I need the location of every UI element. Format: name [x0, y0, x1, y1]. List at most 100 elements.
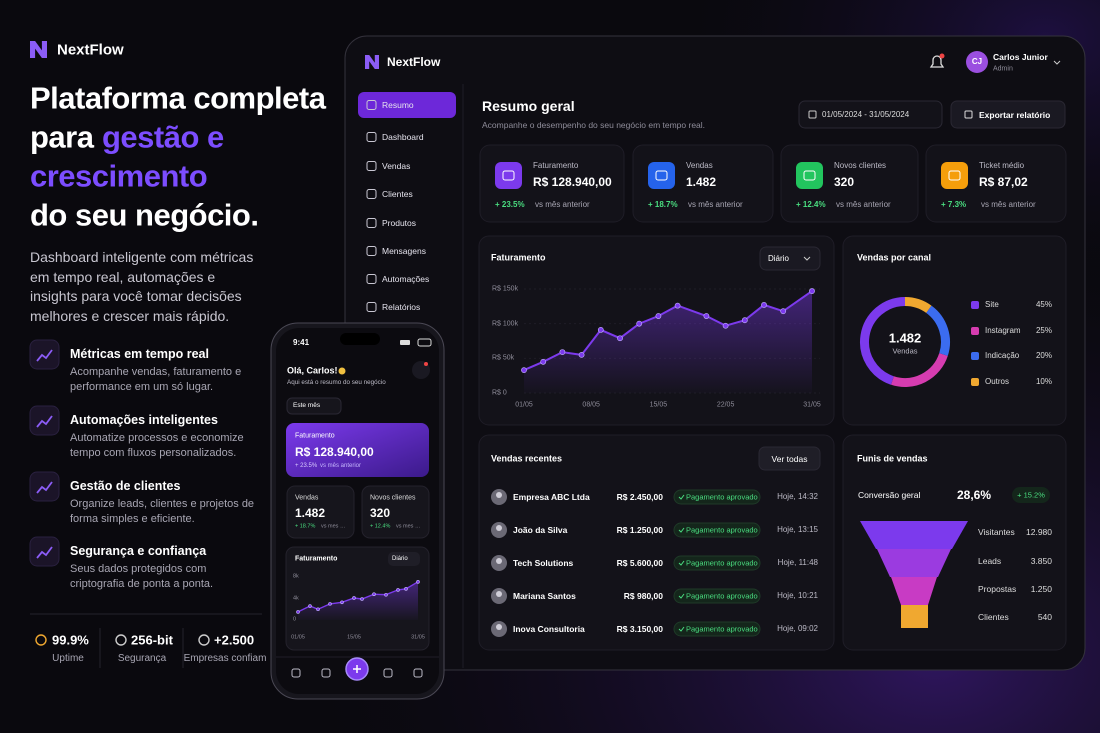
point — [396, 588, 400, 592]
funnel-stage: Clientes — [978, 611, 1009, 622]
stat-icon — [198, 634, 210, 646]
funnel-stage: Visitantes — [978, 526, 1015, 537]
card-compare: vs mês anterior — [396, 524, 422, 530]
x-tick-label: 01/05 — [515, 401, 533, 409]
card-title: Faturamento — [295, 555, 338, 563]
nav-item[interactable]: Mensagens — [382, 245, 426, 256]
customer-name: Tech Solutions — [513, 557, 574, 568]
point — [384, 592, 388, 597]
date-picker[interactable] — [798, 100, 943, 129]
nav-item[interactable]: Resumo — [382, 99, 414, 110]
feature-title: Métricas em tempo real — [70, 346, 209, 361]
period-label[interactable]: Diário — [392, 556, 408, 562]
nav-item[interactable]: Vendas — [382, 160, 411, 171]
nav-active[interactable] — [358, 92, 456, 118]
stat-label: Segurança — [117, 653, 167, 664]
point — [316, 607, 320, 612]
legend-value: 45% — [1035, 300, 1052, 309]
funnel-value: 1.250 — [1030, 583, 1052, 594]
logo-icon — [30, 41, 47, 58]
dynamic-island — [340, 333, 380, 345]
x-tick-label: 31/05 — [411, 634, 425, 641]
donut-segment — [860, 297, 906, 385]
avatar[interactable] — [966, 51, 988, 73]
point — [674, 302, 681, 309]
card-value: 320 — [370, 506, 391, 520]
nav-item[interactable]: Dashboard — [382, 131, 424, 142]
nav-icon — [366, 189, 377, 199]
period-dropdown[interactable] — [286, 397, 342, 415]
sale-date: Hoje, 13:15 — [777, 525, 818, 534]
x-tick-label: 15/05 — [649, 401, 668, 409]
area — [524, 291, 812, 393]
greeting-subtitle: Aqui está o resumo do seu negócio — [287, 378, 386, 386]
tab-icon[interactable] — [321, 668, 331, 678]
kpi-icon — [796, 162, 823, 189]
tab-icon[interactable] — [383, 668, 393, 678]
y-tick-label: R$ 100k — [492, 320, 519, 328]
customer-name: João da Silva — [513, 524, 568, 535]
nav-item[interactable]: Automações — [382, 273, 430, 284]
status-label: Pagamento aprovado — [686, 492, 758, 502]
x-tick-label: 22/05 — [716, 401, 735, 409]
point — [308, 604, 312, 608]
point — [617, 335, 623, 342]
nav-item[interactable]: Clientes — [382, 188, 413, 199]
kpi-change: + 18.7% — [648, 200, 678, 209]
status-check — [678, 593, 685, 599]
kpi-change: + 7.3% — [941, 200, 967, 209]
logo-icon — [365, 55, 380, 69]
funnel-value: 12.980 — [1026, 526, 1052, 537]
y-tick-label: 0 — [293, 616, 297, 623]
point — [809, 288, 815, 294]
donut-segment — [891, 352, 948, 387]
period-dropdown[interactable] — [388, 552, 420, 566]
nav-item[interactable]: Produtos — [382, 217, 417, 228]
funnel-tier — [877, 549, 951, 577]
feature-title: Gestão de clientes — [70, 478, 181, 493]
legend-label: Indicação — [985, 351, 1020, 360]
nav-item[interactable]: Relatórios — [382, 301, 421, 312]
nav-icon — [366, 302, 377, 312]
sale-date: Hoje, 10:21 — [777, 591, 818, 600]
customer-name: Inova Consultoria — [513, 623, 585, 634]
funnel-value: 3.850 — [1030, 555, 1052, 566]
bell-icon[interactable] — [929, 55, 945, 68]
kpi-value: R$ 128.940,00 — [533, 175, 612, 189]
status-pill — [673, 555, 761, 571]
avatar-initials: CJ — [971, 57, 983, 66]
tab-icon[interactable] — [291, 668, 301, 678]
calendar-icon — [808, 110, 817, 119]
period-label[interactable]: Este mês — [293, 401, 321, 409]
export-label[interactable]: Exportar relatório — [979, 109, 1051, 120]
legend-swatch — [971, 301, 979, 309]
y-tick-label: R$ 50k — [492, 354, 515, 362]
kpi-compare: vs mês anterior — [836, 200, 891, 209]
hero-description: Dashboard inteligente com métricas em te… — [30, 249, 254, 324]
hero-title: Plataforma completa — [30, 80, 326, 116]
hero-title: do seu negócio. — [30, 197, 259, 233]
view-all-button[interactable] — [758, 446, 821, 471]
period-dropdown[interactable] — [759, 246, 821, 271]
legend-swatch — [971, 352, 979, 360]
signal-icon — [400, 340, 410, 345]
kpi-icon — [495, 162, 522, 189]
conversion-value: 28,6% — [957, 488, 992, 502]
chevron — [803, 256, 811, 261]
funnel-tier — [901, 605, 928, 628]
period-label[interactable]: Diário — [768, 254, 789, 263]
feature-description: Automatize processos e economize tempo c… — [70, 432, 244, 459]
point — [521, 367, 527, 374]
tab-icon[interactable] — [413, 668, 423, 678]
card-value: R$ 128.940,00 — [295, 445, 374, 459]
status-check — [678, 626, 685, 632]
status-pill — [673, 588, 761, 604]
kpi-label: Vendas — [686, 161, 713, 170]
chevron — [1053, 60, 1061, 65]
export-button[interactable] — [950, 100, 1066, 129]
add-glyph — [353, 665, 361, 673]
kpi-label: Faturamento — [533, 161, 579, 170]
stat-value: 256-bit — [131, 632, 173, 648]
view-all-label[interactable]: Ver todas — [771, 453, 808, 464]
